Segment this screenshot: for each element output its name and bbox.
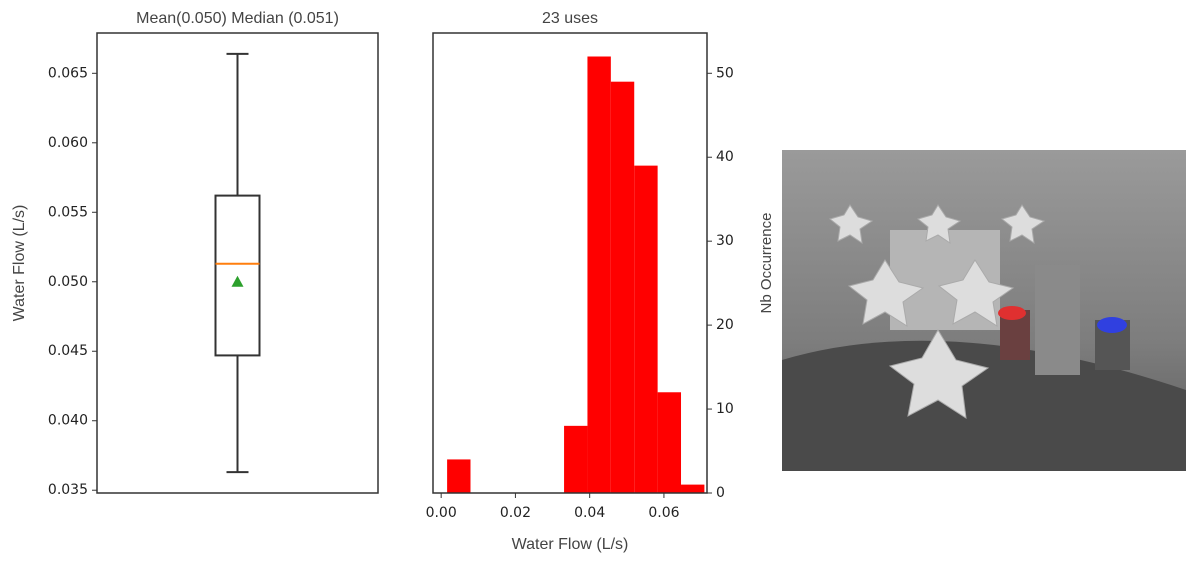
- x-tick-label: 0.06: [648, 505, 679, 521]
- x-tick-label: 0.00: [426, 505, 457, 521]
- plot-frame: [96, 32, 379, 494]
- y-tick-label: 0.055: [48, 204, 88, 220]
- y-tick-label: 0.065: [48, 65, 88, 81]
- box: [214, 194, 261, 357]
- bar: [564, 425, 588, 493]
- y-tick-label: 0.040: [48, 413, 88, 429]
- bar: [681, 484, 705, 493]
- y-tick-label: 20: [716, 317, 734, 333]
- chart-title: Mean(0.050) Median (0.051): [136, 10, 339, 27]
- y-tick-label: 50: [716, 65, 734, 81]
- x-tick-label: 0.02: [500, 505, 531, 521]
- y-tick-label: 0.045: [48, 343, 88, 359]
- y-tick-label: 40: [716, 149, 734, 165]
- y-axis-label: Nb Occurrence: [758, 213, 775, 314]
- bar: [587, 56, 611, 493]
- y-tick-label: 10: [716, 401, 734, 417]
- photo: [782, 150, 1186, 471]
- x-tick-label: 0.04: [574, 505, 605, 521]
- bar: [657, 392, 682, 493]
- x-axis-label: Water Flow (L/s): [512, 536, 629, 553]
- y-tick-label: 0.035: [48, 482, 88, 498]
- bar: [634, 165, 658, 493]
- plot-frame: [432, 32, 708, 494]
- y-tick-label: 0.060: [48, 135, 88, 151]
- y-tick-label: 30: [716, 233, 734, 249]
- y-tick-label: 0.050: [48, 274, 88, 290]
- y-tick-label: 0: [716, 485, 725, 501]
- y-axis-label: Water Flow (L/s): [11, 205, 28, 322]
- bar: [447, 459, 471, 493]
- chart-title: 23 uses: [542, 10, 598, 27]
- bar: [610, 81, 635, 494]
- mean-marker: [231, 275, 244, 287]
